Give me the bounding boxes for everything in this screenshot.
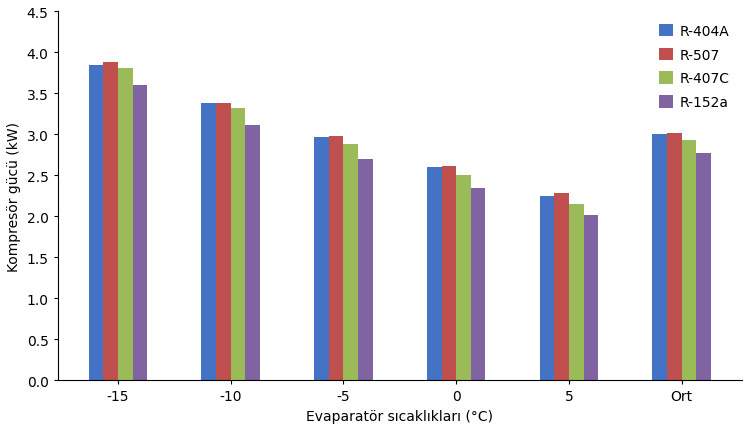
Bar (344, 145, 358, 381)
Bar (231, 109, 246, 381)
Bar (569, 205, 583, 381)
Bar (133, 86, 148, 381)
Y-axis label: Kompresör gücü (kW): Kompresör gücü (kW) (7, 122, 21, 271)
Bar (103, 63, 118, 381)
Bar (441, 167, 456, 381)
Bar (118, 69, 133, 381)
Bar (652, 135, 667, 381)
Bar (246, 125, 260, 381)
Bar (539, 197, 554, 381)
Legend: R-404A, R-507, R-407C, R-152a: R-404A, R-507, R-407C, R-152a (653, 19, 735, 115)
Bar (456, 176, 471, 381)
Bar (583, 215, 598, 381)
Bar (427, 168, 441, 381)
Bar (216, 104, 231, 381)
Bar (314, 138, 329, 381)
Bar (667, 133, 682, 381)
Bar (201, 104, 216, 381)
Bar (358, 160, 373, 381)
Bar (88, 66, 103, 381)
Bar (682, 141, 697, 381)
Bar (554, 194, 569, 381)
Bar (471, 188, 485, 381)
Bar (697, 154, 711, 381)
X-axis label: Evaparatör sıcaklıkları (°C): Evaparatör sıcaklıkları (°C) (306, 409, 494, 423)
Bar (329, 137, 344, 381)
